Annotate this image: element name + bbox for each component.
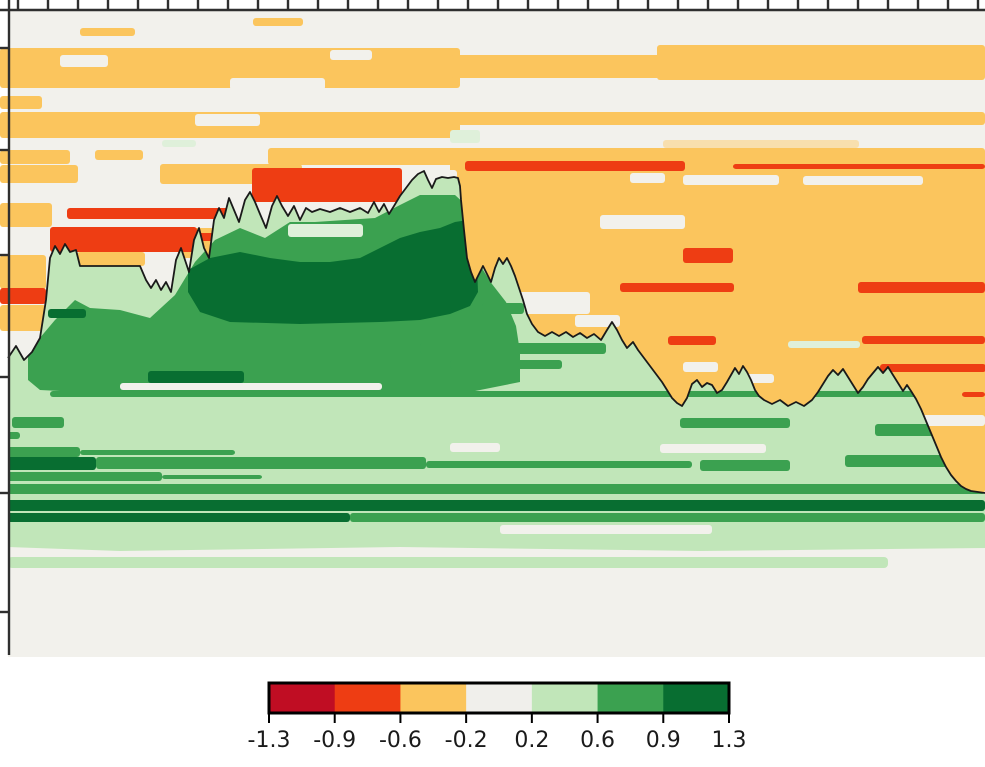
pale_green-band [162,140,196,147]
lower-bands [8,557,888,568]
white-band [450,443,500,452]
terrain-interior [8,195,985,534]
white-band [330,50,372,60]
medium_green-band [80,450,235,455]
medium_green-band [50,391,985,397]
colorbar: -1.3 -0.9 -0.6 -0.2 0.2 0.6 0.9 1.3 [248,681,747,753]
white-band [230,78,325,90]
amber-band [253,18,303,26]
colorbar-segment [269,683,336,713]
white-band [120,383,382,390]
red-band [67,208,229,219]
medium_green-band [162,475,262,479]
red-band [465,161,685,171]
red-band [880,364,985,372]
red-band [620,283,734,292]
colorbar-tick-label: -0.9 [313,728,356,753]
medium_green-band [420,343,606,354]
medium_green-band [8,447,80,457]
amber-band [450,112,985,125]
red-band [858,282,985,293]
medium_green-band [426,461,692,468]
colorbar-tick-label: -0.6 [379,728,422,753]
dark_green-band [8,500,985,511]
axes [0,0,985,655]
pale-band [663,140,859,148]
red-band [252,168,402,202]
colorbar-segment [531,683,599,713]
colorbar-segment [400,683,467,713]
colorbar-segment [466,683,533,713]
white-band [195,114,260,126]
amber-band [95,150,143,160]
red-band [733,164,985,169]
white-band [60,55,108,67]
dark_green-band [8,513,350,522]
colorbar-tick-label: 0.9 [646,728,681,753]
colorbar-tick-label: 0.2 [514,728,549,753]
red-band [962,392,985,397]
red-band [862,336,985,344]
colorbar-tick-label: -0.2 [445,728,488,753]
medium_green-band [8,472,162,481]
amber-band [0,203,52,227]
white-band [500,525,712,534]
amber-band [268,148,460,165]
medium_green-band [482,303,524,314]
white-band [683,175,779,185]
colorbar-tick-label: 1.3 [712,728,747,753]
white-band [683,362,718,372]
amber-band [0,255,46,289]
light_green-band [8,557,888,568]
amber-band [77,252,145,266]
pale_green-band [450,130,480,143]
colorbar-tick-label: 0.6 [580,728,615,753]
dark_green-band [8,457,96,470]
white-band [575,315,620,327]
amber-band [0,165,78,183]
terrain-outline [7,170,985,494]
white-band [600,215,685,229]
pale_green-band [288,224,363,237]
medium_green-band [875,424,935,436]
red-band [0,288,46,304]
medium_green-band [450,360,562,369]
white-band [660,444,766,453]
medium_green-band [350,513,985,522]
medium_green-band [680,418,790,428]
red-band [50,227,197,252]
medium_green-band [96,457,426,469]
amber-band [0,305,46,331]
colorbar-tick-label: -1.3 [248,728,291,753]
medium_green-band [8,484,985,494]
white-band [630,173,665,183]
amber-band [0,150,70,164]
red-band [668,336,716,345]
colorbar-segment [597,683,664,713]
colorbar-segment [334,683,401,713]
dark_green-band [48,309,86,318]
pale_green-band [788,341,860,348]
colorbar-border [267,681,731,715]
red-band [683,248,733,263]
white-band [803,176,923,185]
medium_green-band [700,460,790,471]
dark_green-band [148,371,244,383]
colorbar-segment [663,683,730,713]
medium_green-band [12,417,64,428]
amber-band [657,45,985,80]
dark-green-core [188,220,478,324]
amber-band [80,28,135,36]
amber-band [0,96,42,109]
